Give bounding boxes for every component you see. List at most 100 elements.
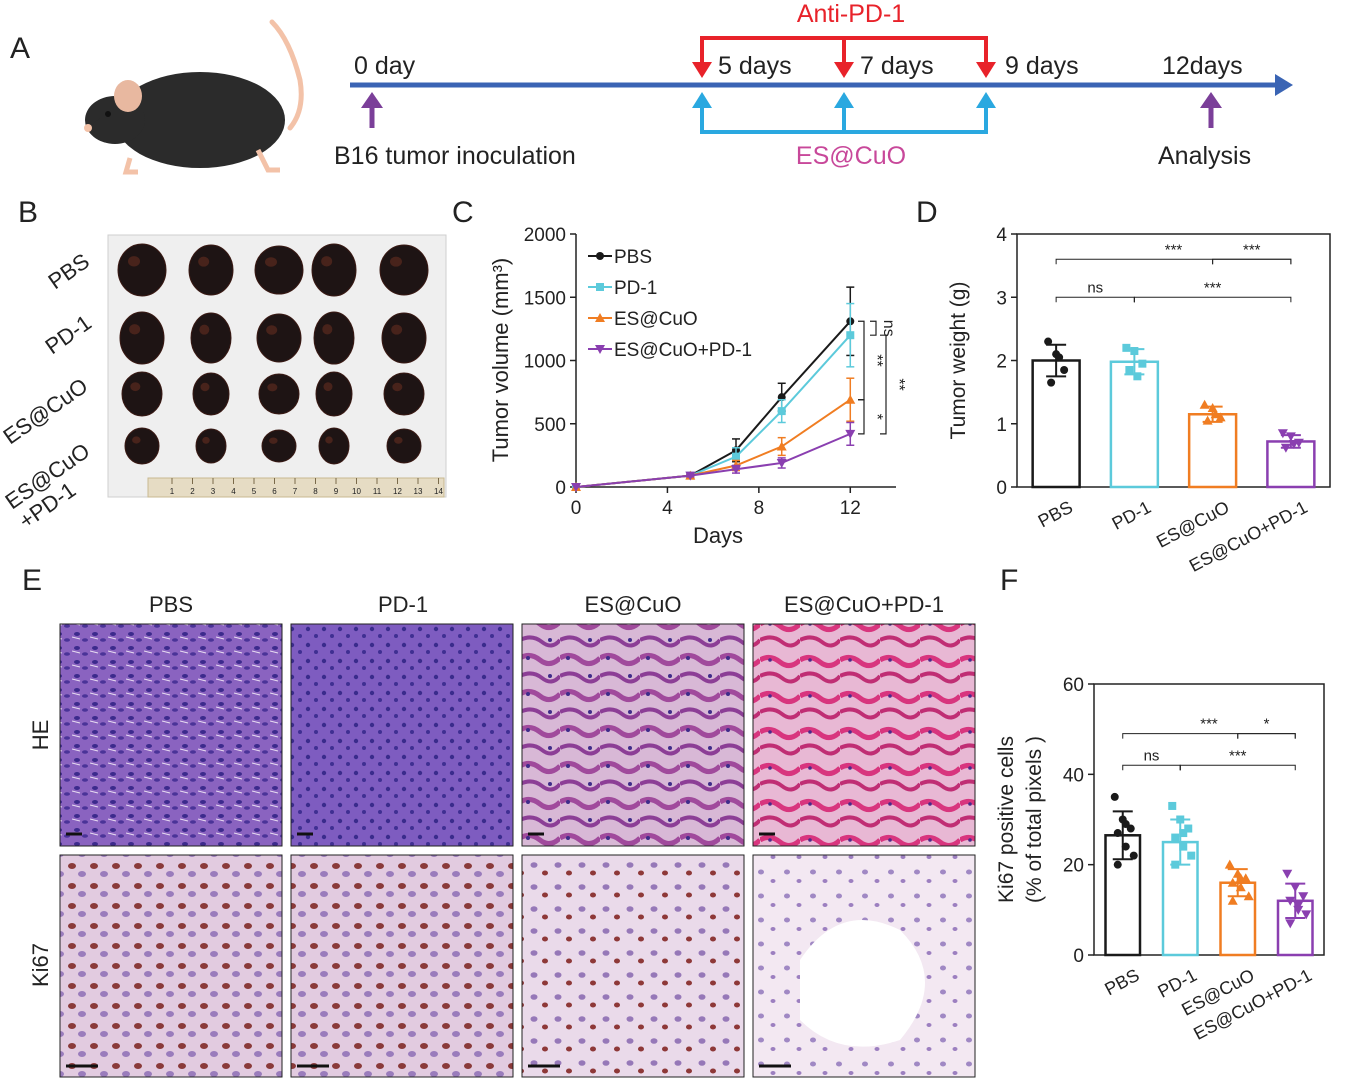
- ki67-image-pd1: [290, 854, 514, 1078]
- series-es-cuo: [571, 377, 856, 491]
- series-line: [575, 398, 851, 488]
- x-axis-label: Days: [693, 523, 743, 548]
- tumor-sample: [313, 311, 355, 365]
- y-tick-label: 500: [534, 415, 566, 436]
- ruler-number: 10: [352, 487, 361, 496]
- data-point: [685, 471, 696, 481]
- tumor-sample: [379, 244, 429, 296]
- data-point: [1227, 895, 1238, 905]
- he-image-pbs: [59, 623, 283, 847]
- data-point: [1227, 877, 1238, 887]
- data-point: [571, 483, 581, 492]
- tumor-row-label-pbs: PBS: [44, 248, 94, 294]
- bar: [1266, 440, 1316, 489]
- histology-col-label-escuo: ES@CuO: [585, 592, 682, 617]
- significance-bracket: [1179, 764, 1296, 771]
- ruler-number: 4: [231, 487, 236, 496]
- tumor-sample: [192, 372, 230, 416]
- significance-label: ns: [1144, 747, 1160, 764]
- y-tick-label: 2000: [524, 225, 566, 246]
- significance-bracket: [1122, 733, 1296, 739]
- y-tick-label: 1000: [524, 352, 566, 373]
- series-line: [575, 432, 851, 488]
- significance-bracket: [1133, 296, 1292, 303]
- tumor-highlight: [323, 382, 333, 392]
- data-point: [1187, 851, 1196, 860]
- tumor-sample: [383, 372, 425, 416]
- panel-label-f: F: [1000, 564, 1018, 597]
- tumor-sample: [318, 427, 350, 465]
- panel-e: E PBS PD-1 ES@CuO ES@CuO+PD-1 HE Ki67: [22, 564, 976, 1078]
- ruler-number: 14: [434, 487, 443, 496]
- bar-es-cuo: [1219, 859, 1257, 957]
- x-tick-label: 12: [840, 498, 861, 519]
- y-tick-label: 4: [996, 225, 1007, 246]
- data-point: [1288, 439, 1299, 449]
- tumor-sample: [258, 373, 300, 415]
- ruler-number: 2: [190, 487, 195, 496]
- ruler-number: 8: [313, 487, 318, 496]
- y-tick-label: 20: [1063, 856, 1084, 877]
- ruler-ticks: 1 2 3 4 5 6 7 8 9 10 11 12 13 14: [170, 478, 443, 496]
- panel-f: F 0 20 40 60 Ki67 positive cells (% of total …: [995, 564, 1325, 1044]
- significance-label: *: [1264, 716, 1270, 733]
- analysis-arrow: [1200, 92, 1222, 128]
- tumor-sample: [256, 313, 302, 363]
- tumor-highlight: [198, 256, 210, 267]
- tumor-sample: [188, 244, 234, 296]
- ruler: [147, 477, 445, 498]
- tumor-highlight: [394, 436, 403, 444]
- data-point: [596, 283, 604, 291]
- tumor-sample: [119, 311, 165, 365]
- tumor-sample: [386, 428, 422, 464]
- data-point: [1235, 882, 1246, 892]
- bar: [1187, 413, 1238, 489]
- significance-bracket: [870, 320, 877, 336]
- data-point: [1060, 365, 1069, 374]
- panel-label-a: A: [10, 32, 30, 65]
- ruler-number: 3: [211, 487, 216, 496]
- data-point: [1179, 842, 1188, 851]
- histology-col-label-pbs: PBS: [149, 592, 193, 617]
- y-tick-label: 1500: [524, 288, 566, 309]
- y-tick-label: 40: [1063, 765, 1084, 786]
- significance-bracket: [1237, 733, 1296, 739]
- x-tick-label: PBS: [1101, 965, 1142, 1000]
- bar: [1031, 359, 1081, 489]
- tumor-highlight: [202, 436, 210, 444]
- data-point: [1171, 860, 1180, 869]
- day-label-0: 0 day: [354, 52, 416, 80]
- significance-bracket: [1212, 258, 1292, 265]
- data-point: [1113, 829, 1122, 838]
- significance-brackets: ns*****: [858, 320, 907, 435]
- significance-bracket: [880, 334, 887, 435]
- significance-label: ***: [1165, 241, 1183, 258]
- tumor-row-label-pd1: PD-1: [41, 310, 96, 359]
- tumor-highlight: [392, 382, 403, 392]
- y-tick-label: 3: [996, 288, 1007, 309]
- bar-es-cuo-pd-1: [1266, 429, 1316, 489]
- tumor-highlight: [265, 257, 277, 267]
- data-point: [1293, 901, 1304, 911]
- significance-brackets: *** *ns ***: [1122, 716, 1296, 771]
- significance-bracket: [1055, 258, 1292, 265]
- data-point: [777, 407, 786, 416]
- tumor-sample: [190, 312, 232, 364]
- data-point: [776, 441, 787, 451]
- data-point: [1202, 415, 1213, 425]
- data-point: [1110, 792, 1119, 801]
- y-axis-label: Tumor volume (mm³): [488, 258, 513, 463]
- bar-pd-1: [1161, 801, 1199, 957]
- chart-legend: PBS PD-1 ES@CuO ES@CuO+PD-1: [588, 247, 752, 361]
- y-tick-label: 1: [996, 415, 1007, 436]
- panel-label-c: C: [452, 196, 474, 229]
- tumor-sample: [124, 427, 160, 465]
- y-tick-label: 0: [555, 478, 566, 499]
- tumor-highlight: [200, 382, 210, 392]
- tumor-highlight: [325, 436, 333, 444]
- tumor-samples: [117, 243, 429, 465]
